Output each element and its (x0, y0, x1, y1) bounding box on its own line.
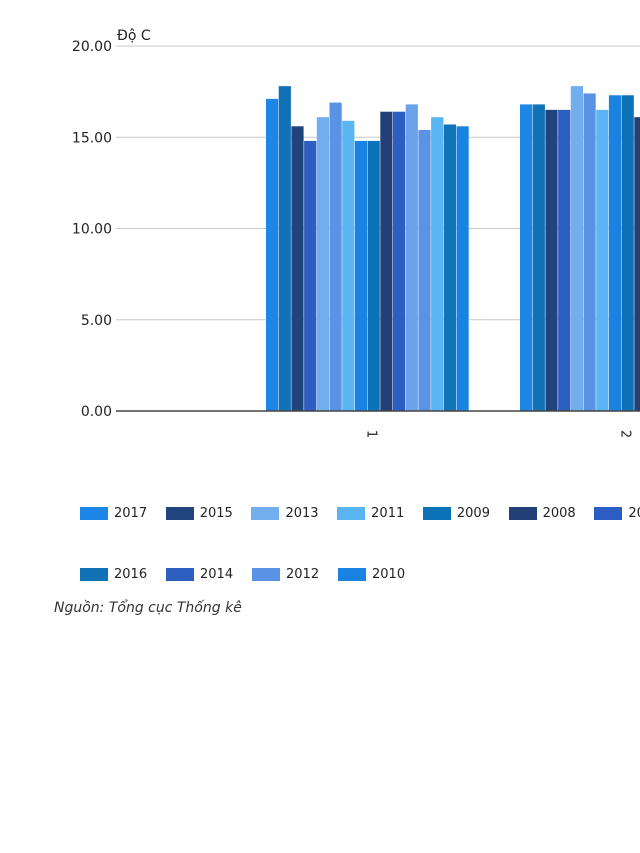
bar-2006-cat-1 (405, 104, 418, 412)
bar-2015-cat-1 (291, 126, 304, 412)
legend-label: 2012 (286, 566, 320, 582)
bar-2017-cat-2 (520, 104, 533, 412)
y-tick-label: 20.00 (72, 39, 112, 55)
bar-2013-cat-2 (570, 86, 583, 412)
bar-2002-cat-1 (456, 126, 469, 412)
legend-swatch (594, 506, 623, 520)
legend-swatch (80, 567, 108, 581)
legend-label: 2015 (199, 505, 233, 521)
legend-label: 2017 (114, 505, 148, 521)
legend-swatch (252, 567, 280, 581)
bar-2009-cat-1 (367, 140, 380, 411)
legend-swatch (165, 506, 194, 520)
legend-swatch (508, 506, 537, 520)
bar-2012-cat-1 (329, 102, 342, 411)
legend-item[interactable]: 2008 (508, 505, 595, 521)
y-tick-label: 5.00 (81, 313, 112, 329)
legend-label: 2016 (114, 566, 148, 582)
bar-2015-cat-2 (545, 109, 558, 411)
bar-2008-cat-1 (380, 111, 393, 411)
bar-2014-cat-1 (304, 140, 317, 411)
legend-row: 2016 2014 2012 2010 (80, 561, 640, 587)
bar-2011-cat-2 (596, 109, 609, 411)
bar-2014-cat-2 (558, 109, 571, 411)
y-tick-label: 10.00 (72, 222, 112, 238)
legend-item[interactable]: 2017 (80, 506, 166, 521)
y-axis-unit: Độ C (117, 28, 151, 44)
legend-swatch (80, 506, 108, 520)
legend-label: 2008 (542, 505, 576, 521)
x-tick-label: 1 (364, 430, 379, 438)
bar-2005-cat-1 (418, 129, 431, 411)
legend-swatch (251, 506, 280, 520)
legend-item[interactable]: 2014 (166, 567, 252, 582)
legend-item[interactable]: 2013 (251, 506, 337, 521)
bar-2016-cat-1 (278, 86, 291, 412)
legend-swatch (166, 567, 194, 581)
legend-item[interactable]: 2016 (80, 567, 166, 582)
bar-2016-cat-2 (532, 104, 545, 412)
bar-2008-cat-2 (634, 117, 640, 412)
legend: 2017201520132011200920082020162014201220… (80, 500, 640, 622)
bar-2009-cat-2 (621, 95, 634, 412)
legend-label: 2013 (285, 505, 319, 521)
bar-2007-cat-1 (393, 111, 406, 411)
legend-row: 2017 2015 2013 2011 2009 2008 20 (80, 500, 640, 526)
bar-2012-cat-2 (583, 93, 596, 411)
legend-item[interactable]: 2015 (165, 505, 252, 521)
bar-2011-cat-1 (342, 120, 355, 411)
legend-label: 2009 (456, 505, 490, 521)
bars (266, 86, 640, 412)
y-axis-labels: 0.00 5.00 10.00 15.00 20.00 (72, 39, 112, 420)
legend-label: 2010 (372, 566, 406, 582)
bar-2004-cat-1 (431, 117, 444, 412)
y-tick-label: 0.00 (81, 404, 112, 420)
legend-swatch (338, 567, 366, 581)
legend-label: 2011 (371, 505, 405, 521)
legend-label: 20 (628, 505, 640, 521)
legend-item[interactable]: 2009 (422, 505, 509, 521)
legend-label: 2014 (200, 566, 234, 582)
legend-item[interactable]: 20 (594, 506, 640, 521)
legend-swatch (422, 506, 451, 520)
bar-2013-cat-1 (316, 117, 329, 412)
source-note: Nguồn: Tổng cục Thống kê (54, 600, 242, 616)
legend-item[interactable]: 2012 (252, 567, 338, 582)
legend-item[interactable]: 2011 (337, 506, 423, 521)
y-tick-label: 15.00 (72, 130, 112, 146)
bar-2003-cat-1 (443, 124, 456, 411)
legend-swatch (337, 506, 366, 520)
legend-item[interactable]: 2010 (338, 567, 424, 582)
bar-2017-cat-1 (266, 98, 279, 412)
bar-2010-cat-2 (608, 95, 622, 412)
x-tick-label: 2 (618, 430, 633, 438)
bar-2010-cat-1 (354, 140, 368, 411)
